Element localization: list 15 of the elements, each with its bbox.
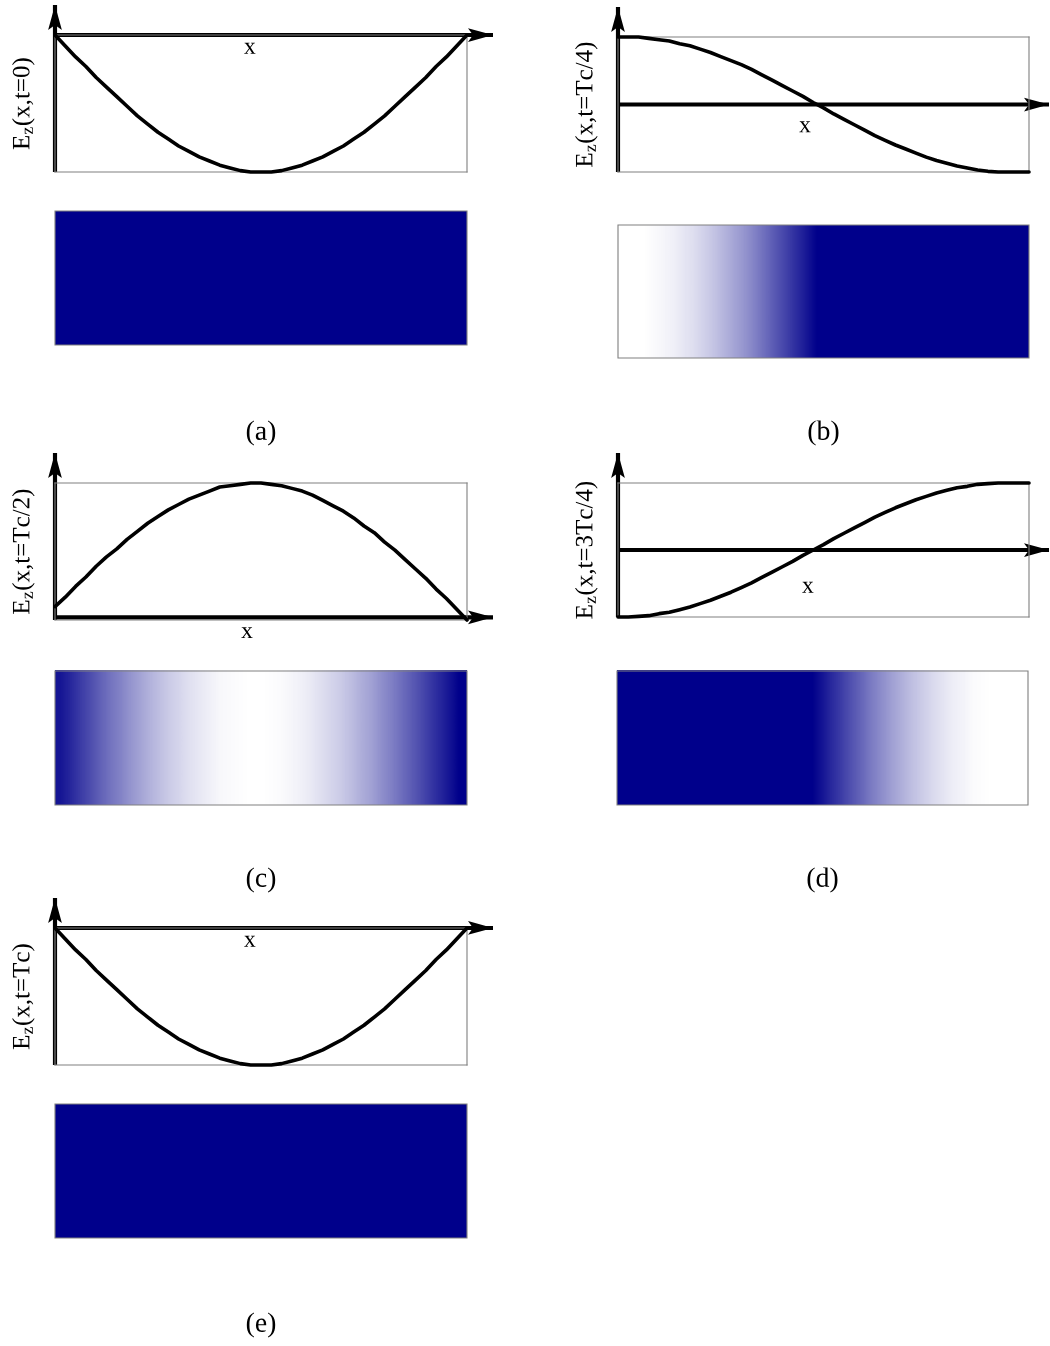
x-axis-title: x (244, 42, 256, 54)
x-axis-title: x (241, 627, 253, 638)
y-axis-title: E$_{z}$(x,t=3Tc/4) (575, 481, 598, 619)
x-axis-title: x (799, 121, 811, 133)
x-axis-title: x (802, 581, 814, 593)
text: (e) (246, 1312, 276, 1338)
text: (a) (246, 420, 276, 446)
text: (d) (807, 867, 838, 893)
y-axis-title: E$_{z}$(x,t=0) (12, 58, 35, 150)
text: (b) (808, 420, 839, 446)
y-axis-title: E$_{z}$(x,t=Tc) (12, 944, 35, 1050)
y-axis-title: E$_{z}$(x,t=Tc/2) (12, 489, 35, 614)
text: (c) (246, 867, 276, 893)
y-axis-title: E$_{z}$(x,t=Tc/4) (575, 42, 598, 167)
x-axis-title: x (244, 935, 256, 947)
